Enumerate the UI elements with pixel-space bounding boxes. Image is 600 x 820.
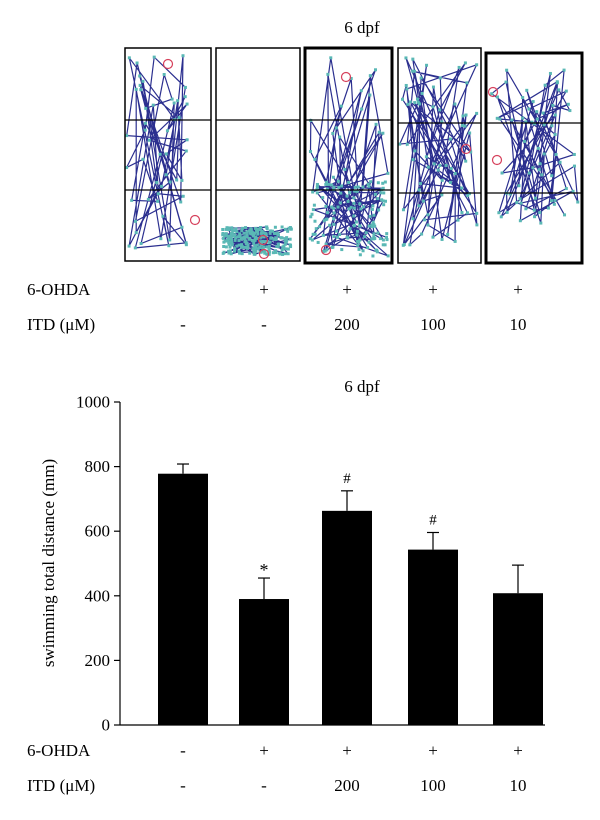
chart-title: 6 dpf — [344, 377, 380, 396]
bar-3 — [322, 510, 372, 725]
arena-frame — [484, 51, 584, 265]
position-marker — [162, 58, 174, 70]
significance-mark-2: * — [260, 560, 269, 580]
chart-itd-value-3: 200 — [334, 776, 360, 795]
chart-ohda-value-4: + — [428, 741, 438, 760]
arena-5 — [484, 51, 584, 265]
tracking-itd-value-2: - — [261, 315, 267, 334]
chart-itd-value-4: 100 — [420, 776, 446, 795]
tracking-ohda-value-5: + — [513, 280, 523, 299]
significance-mark-4: # — [429, 512, 437, 528]
chart-ohda-value-1: - — [180, 741, 186, 760]
track-points — [490, 68, 580, 225]
y-tick-label: 200 — [85, 651, 111, 670]
tracking-title: 6 dpf — [344, 18, 380, 37]
tracking-ohda-value-3: + — [342, 280, 352, 299]
y-tick-label: 600 — [85, 522, 111, 541]
tracking-ohda-row: - + + + + — [180, 280, 523, 299]
chart-row-label-itd: ITD (μM) — [27, 776, 95, 795]
position-marker — [258, 248, 270, 260]
tracking-itd-value-1: - — [180, 315, 186, 334]
y-tick-label: 0 — [102, 716, 111, 735]
y-tick-label: 800 — [85, 457, 111, 476]
significance-mark-3: # — [343, 471, 351, 487]
tracking-itd-value-3: 200 — [334, 315, 360, 334]
swim-track — [125, 55, 189, 249]
arena-frame — [124, 47, 212, 262]
y-tick-label: 1000 — [76, 393, 110, 412]
y-tick-label: 400 — [85, 586, 111, 605]
position-marker — [340, 71, 352, 83]
chart-itd-value-2: - — [261, 776, 267, 795]
arena-frame — [397, 47, 482, 264]
arena-2 — [215, 47, 301, 262]
position-marker — [460, 143, 472, 155]
arena-3 — [303, 46, 394, 265]
arena-frame — [215, 47, 301, 262]
swim-track — [490, 68, 579, 224]
position-marker — [257, 234, 269, 246]
bar-2 — [239, 599, 289, 725]
tracking-row-label-ohda: 6-OHDA — [27, 280, 91, 299]
track-points — [221, 225, 293, 256]
bar-1 — [158, 473, 208, 725]
chart-ohda-value-5: + — [513, 741, 523, 760]
tracking-row-label-itd: ITD (μM) — [27, 315, 95, 334]
swim-track — [398, 57, 478, 247]
tracking-itd-row: - - 200 100 10 — [180, 315, 526, 334]
arena-group — [124, 46, 584, 265]
tracking-ohda-value-4: + — [428, 280, 438, 299]
arena-1 — [124, 47, 212, 262]
tracking-itd-value-4: 100 — [420, 315, 446, 334]
swim-track — [309, 57, 389, 257]
chart-itd-value-5: 10 — [510, 776, 527, 795]
chart-itd-row: - - 200 100 10 — [180, 776, 526, 795]
tracking-ohda-value-2: + — [259, 280, 269, 299]
track-points — [125, 54, 189, 250]
chart-ohda-value-2: + — [259, 741, 269, 760]
chart-bars: * # # — [158, 463, 543, 725]
chart-ohda-value-3: + — [342, 741, 352, 760]
tracking-ohda-value-1: - — [180, 280, 186, 299]
bar-4 — [408, 549, 458, 725]
chart-row-label-ohda: 6-OHDA — [27, 741, 91, 760]
chart-ohda-row: - + + + + — [180, 741, 523, 760]
position-marker — [491, 154, 503, 166]
position-marker — [320, 244, 332, 256]
track-points — [398, 56, 479, 247]
chart-itd-value-1: - — [180, 776, 186, 795]
tracking-panel: 6 dpf 6-OHDA ITD (μM) - + + + + - - 200 100 10 — [27, 18, 584, 334]
arena-4 — [397, 47, 482, 264]
position-marker — [189, 214, 201, 226]
chart-axes: 0 200 400 600 800 1000 — [76, 393, 545, 735]
bar-chart: 6 dpf swimming total distance (mm) 0 200 4… — [27, 377, 545, 795]
bar-5 — [493, 593, 543, 725]
y-axis-label: swimming total distance (mm) — [39, 459, 58, 667]
tracking-itd-value-5: 10 — [510, 315, 527, 334]
arena-frame — [303, 46, 394, 265]
position-marker — [487, 86, 499, 98]
